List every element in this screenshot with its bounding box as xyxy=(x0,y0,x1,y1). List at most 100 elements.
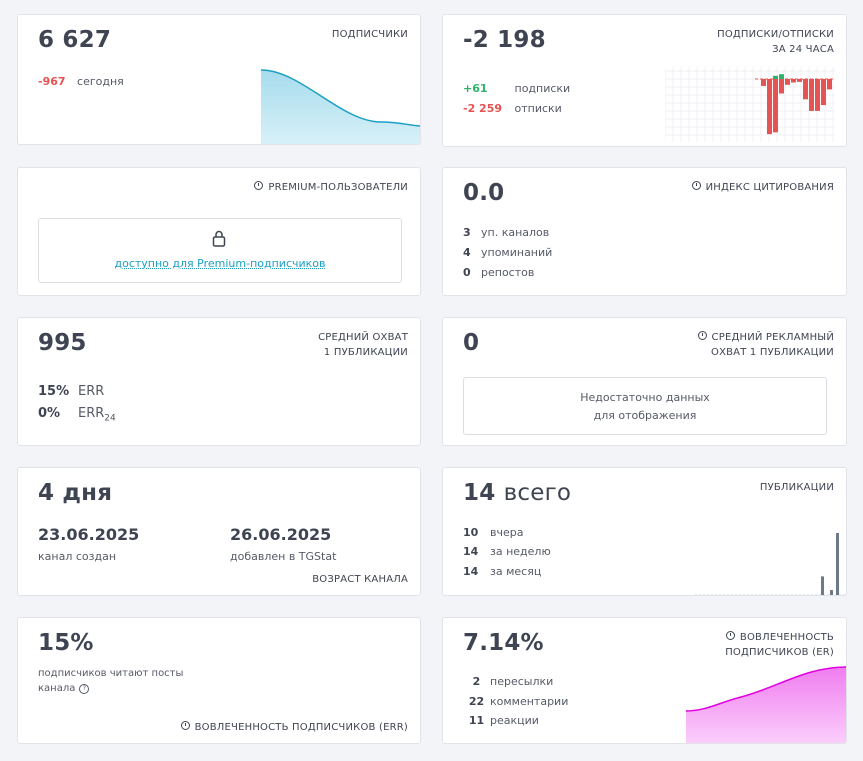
subs-24h-title-line1: ПОДПИСКИ/ОТПИСКИ xyxy=(717,29,834,40)
age-card[interactable]: 4 дня 23.06.2025 канал создан 26.06.2025… xyxy=(17,467,421,596)
citation-label: уп. каналов xyxy=(481,226,550,239)
citation-index: 0.0 xyxy=(463,180,505,206)
publications-suffix: всего xyxy=(503,480,572,506)
err24-sub: 24 xyxy=(104,413,116,424)
citation-row: 3 уп. каналов xyxy=(463,226,549,239)
er-num: 22 xyxy=(468,695,485,708)
err-label: ERR xyxy=(78,384,105,399)
subs-label: подписки xyxy=(514,82,571,95)
subs-24h-title-line2: ЗА 24 ЧАСА xyxy=(772,44,834,55)
subs-24h-card[interactable]: -2 198 ПОДПИСКИ/ОТПИСКИ ЗА 24 ЧАСА +61 п… xyxy=(442,14,847,147)
subs-row: +61 подписки xyxy=(463,82,570,95)
reach-title: СРЕДНИЙ ОХВАТ 1 ПУБЛИКАЦИИ xyxy=(318,330,408,360)
subscribers-card[interactable]: 6 627 ПОДПИСЧИКИ -967 сегодня xyxy=(17,14,421,145)
subs-value: +61 xyxy=(463,82,488,95)
channel-age: 4 дня xyxy=(38,480,113,506)
er-label: пересылки xyxy=(490,675,554,688)
ad-reach-title-line1: СРЕДНИЙ РЕКЛАМНЫЙ xyxy=(711,332,834,343)
publications-label: за месяц xyxy=(490,565,542,578)
err-description: подписчиков читают посты канала? xyxy=(38,666,183,696)
err-desc-line2: канала xyxy=(38,683,76,694)
err-title-text: ВОВЛЕЧЕННОСТЬ ПОДПИСЧИКОВ (ERR) xyxy=(194,722,408,733)
publications-row: 10 вчера xyxy=(463,526,523,539)
citation-title-text: ИНДЕКС ЦИТИРОВАНИЯ xyxy=(705,182,834,193)
premium-box: доступно для Premium-подписчиков xyxy=(38,218,402,283)
err-card[interactable]: 15% подписчиков читают посты канала? ВОВ… xyxy=(17,617,421,744)
publication-bar xyxy=(836,533,839,595)
added-date: 26.06.2025 xyxy=(230,525,332,544)
avg-reach: 995 xyxy=(38,330,87,356)
no-data-box: Недостаточно данных для отображения xyxy=(463,377,827,435)
publications-num: 14 xyxy=(463,565,479,578)
today-change: -967 xyxy=(38,75,66,88)
premium-link[interactable]: доступно для Premium-подписчиков xyxy=(114,257,326,270)
er-chart xyxy=(686,666,846,743)
err-desc-line1: подписчиков читают посты xyxy=(38,668,184,679)
unsubs-bar xyxy=(821,79,826,106)
er-row: 2 пересылки xyxy=(463,675,554,688)
publications-count: 14 xyxy=(463,480,496,506)
created-date: 23.06.2025 xyxy=(38,525,140,544)
ad-reach-title: СРЕДНИЙ РЕКЛАМНЫЙ ОХВАТ 1 ПУБЛИКАЦИИ xyxy=(697,330,834,360)
ad-reach-title-line2: ОХВАТ 1 ПУБЛИКАЦИИ xyxy=(711,347,834,358)
subs-bar xyxy=(779,74,784,79)
unsubs-bar xyxy=(797,79,802,82)
publications-chart xyxy=(695,533,845,595)
publications-title: ПУБЛИКАЦИИ xyxy=(759,482,834,493)
er-num: 11 xyxy=(468,714,485,727)
er-num: 2 xyxy=(472,675,481,688)
ad-reach-value: 0 xyxy=(463,330,480,356)
no-data-line1: Недостаточно данных xyxy=(580,391,710,404)
publication-bar xyxy=(821,576,824,595)
er-title: ВОВЛЕЧЕННОСТЬ ПОДПИСЧИКОВ (ER) xyxy=(725,630,834,660)
publications-label: вчера xyxy=(490,526,524,539)
er-label: реакции xyxy=(490,714,539,727)
er-row: 11 реакции xyxy=(463,714,539,727)
unsubs-bar xyxy=(809,79,814,111)
publication-bar xyxy=(830,590,833,595)
publications-card[interactable]: 14 всего ПУБЛИКАЦИИ 10 вчера 14 за неделю … xyxy=(442,467,847,596)
unsubs-bar xyxy=(773,79,778,133)
err-title: ВОВЛЕЧЕННОСТЬ ПОДПИСЧИКОВ (ERR) xyxy=(180,720,408,735)
unsubs-value: -2 259 xyxy=(463,102,503,115)
er-title-line1: ВОВЛЕЧЕННОСТЬ xyxy=(739,632,834,643)
er-card[interactable]: 7.14% ВОВЛЕЧЕННОСТЬ ПОДПИСЧИКОВ (ER) 2 пе… xyxy=(442,617,847,744)
subscribers-chart xyxy=(261,69,420,144)
subscribers-title: ПОДПИСЧИКИ xyxy=(331,29,408,40)
er-row: 22 комментарии xyxy=(463,695,569,708)
info-icon xyxy=(254,181,264,190)
citation-num: 3 xyxy=(463,226,471,239)
reach-title-line1: СРЕДНИЙ ОХВАТ xyxy=(318,332,408,343)
created-label: канал создан xyxy=(38,550,117,563)
info-icon xyxy=(691,181,701,190)
premium-title: PREMIUM-ПОЛЬЗОВАТЕЛИ xyxy=(254,180,408,195)
er-percent: 7.14% xyxy=(463,630,544,656)
citation-label: репостов xyxy=(481,266,535,279)
citation-title: ИНДЕКС ЦИТИРОВАНИЯ xyxy=(691,180,834,195)
er-title-line2: ПОДПИСЧИКОВ (ER) xyxy=(725,647,834,658)
publications-row: 14 за месяц xyxy=(463,565,541,578)
citation-row: 0 репостов xyxy=(463,266,534,279)
reach-card[interactable]: 995 СРЕДНИЙ ОХВАТ 1 ПУБЛИКАЦИИ 15% ERR 0%… xyxy=(17,317,421,446)
err-row: 15% ERR xyxy=(38,384,104,399)
help-icon[interactable]: ? xyxy=(79,684,90,694)
publications-label: за неделю xyxy=(490,545,551,558)
age-title: ВОЗРАСТ КАНАЛА xyxy=(312,574,408,585)
err24-row: 0% ERR24 xyxy=(38,406,116,424)
today-label: сегодня xyxy=(77,75,124,88)
premium-title-text: PREMIUM-ПОЛЬЗОВАТЕЛИ xyxy=(268,182,408,193)
ad-reach-card[interactable]: 0 СРЕДНИЙ РЕКЛАМНЫЙ ОХВАТ 1 ПУБЛИКАЦИИ Н… xyxy=(442,317,847,446)
unsubs-bar xyxy=(803,79,808,100)
added-label: добавлен в TGStat xyxy=(230,550,337,563)
subs-24h-title: ПОДПИСКИ/ОТПИСКИ ЗА 24 ЧАСА xyxy=(717,27,834,57)
err24-value: 0% xyxy=(38,406,61,421)
citation-num: 0 xyxy=(463,266,471,279)
publications-total: 14 всего xyxy=(463,480,571,506)
citation-card[interactable]: 0.0 ИНДЕКС ЦИТИРОВАНИЯ 3 уп. каналов 4 упо… xyxy=(442,167,847,296)
err-value: 15% xyxy=(38,384,70,399)
premium-card[interactable]: PREMIUM-ПОЛЬЗОВАТЕЛИ доступно для Premiu… xyxy=(17,167,421,296)
unsubs-row: -2 259 отписки xyxy=(463,102,562,115)
err-percent: 15% xyxy=(38,630,94,656)
unsubs-bar xyxy=(815,79,820,111)
publications-num: 10 xyxy=(463,526,479,539)
